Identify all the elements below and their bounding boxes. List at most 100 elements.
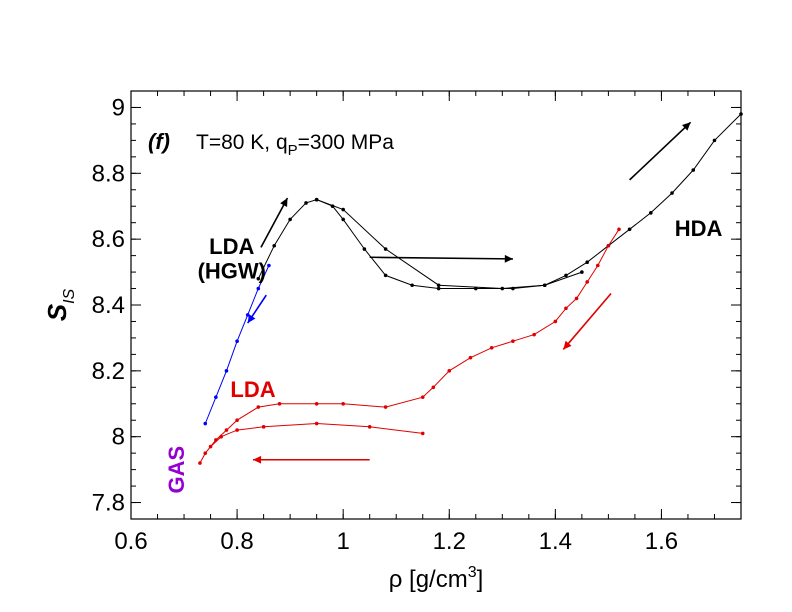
arrow-head xyxy=(682,122,691,131)
data-point xyxy=(606,243,611,248)
data-point xyxy=(224,369,229,373)
data-point xyxy=(436,283,441,288)
arrow-head xyxy=(253,455,262,464)
y-tick-label: 8.8 xyxy=(92,160,125,187)
data-point xyxy=(341,207,345,212)
annotation-label: LDA xyxy=(209,234,254,259)
arrow-head xyxy=(504,254,513,263)
annotation-label: LDA xyxy=(230,377,275,402)
data-point xyxy=(235,418,239,423)
data-point xyxy=(256,286,261,291)
arrow-head xyxy=(280,198,288,207)
data-point xyxy=(431,385,436,390)
x-tick-label: 1.2 xyxy=(433,528,466,555)
x-tick-label: 0.6 xyxy=(114,528,147,555)
y-tick-label: 8.2 xyxy=(92,358,125,385)
data-point xyxy=(362,247,367,251)
data-point xyxy=(203,421,208,426)
data-point xyxy=(261,425,266,429)
x-axis-label-end: ] xyxy=(477,566,484,593)
data-point xyxy=(203,451,208,455)
arrow-shaft xyxy=(369,256,513,260)
y-tick-label: 7.8 xyxy=(92,490,125,517)
data-point xyxy=(649,211,653,215)
data-point xyxy=(267,263,271,268)
arrow-head xyxy=(247,314,256,324)
data-point xyxy=(214,395,218,399)
data-point xyxy=(410,283,414,288)
data-point xyxy=(245,313,250,317)
data-point xyxy=(235,339,239,344)
arrow-shaft xyxy=(260,197,289,248)
data-point xyxy=(420,395,425,399)
data-point xyxy=(314,197,319,202)
data-point xyxy=(235,428,239,432)
data-point xyxy=(595,263,600,268)
data-point xyxy=(224,428,229,432)
y-axis-label: SIS xyxy=(42,288,78,321)
y-axis-label-subscript: IS xyxy=(61,288,78,303)
y-tick-label: 8.4 xyxy=(92,292,125,319)
data-point xyxy=(500,286,505,291)
data-point xyxy=(383,247,388,251)
x-tick-label: 1.6 xyxy=(645,528,678,555)
condition-prefix: T=80 K, q xyxy=(196,131,288,154)
data-point xyxy=(617,227,621,232)
plot-frame xyxy=(130,90,742,520)
condition-suffix: =300 MPa xyxy=(298,131,395,154)
annotation-label: (HGW) xyxy=(198,259,266,284)
data-point xyxy=(691,168,696,172)
data-point xyxy=(468,355,473,360)
arrow-shaft xyxy=(629,121,692,181)
x-tick-label: 0.8 xyxy=(220,528,253,555)
data-point xyxy=(739,112,743,116)
x-tick-label: 1.4 xyxy=(539,528,572,555)
data-point xyxy=(314,401,319,406)
data-point xyxy=(489,346,494,350)
data-point xyxy=(712,138,717,143)
data-point xyxy=(670,191,674,195)
data-point xyxy=(585,280,589,284)
y-tick-label: 9 xyxy=(112,94,125,121)
arrow-group xyxy=(247,121,692,464)
data-point xyxy=(585,260,589,265)
data-point xyxy=(420,431,425,436)
arrow-head xyxy=(563,340,572,350)
data-point xyxy=(383,273,388,278)
data-point xyxy=(447,369,452,373)
annotation-label: HDA xyxy=(675,216,723,241)
data-point xyxy=(383,405,388,409)
panel-label: (f) xyxy=(148,129,170,154)
data-point xyxy=(304,201,308,205)
condition-subscript: P xyxy=(288,142,298,159)
data-point xyxy=(314,421,319,426)
data-point xyxy=(341,401,345,406)
arrow-shaft xyxy=(562,292,612,350)
data-point xyxy=(272,243,277,248)
data-point xyxy=(564,306,568,311)
x-axis-label: ρ [g/cm3] xyxy=(389,564,484,593)
data-point xyxy=(542,283,547,288)
data-point xyxy=(532,332,536,337)
series-group xyxy=(198,112,743,465)
data-point xyxy=(219,434,223,439)
y-tick-label: 8.6 xyxy=(92,226,125,253)
data-point xyxy=(553,319,558,324)
data-point xyxy=(436,286,441,291)
data-point xyxy=(256,405,261,409)
data-point xyxy=(288,217,292,222)
data-point xyxy=(574,296,579,301)
data-point xyxy=(277,401,282,406)
data-point xyxy=(367,425,372,429)
direction-arrow xyxy=(369,254,513,263)
axis-ticks: 0.6 0.8 1 1.2 1.4 1.6 7.8 8 8.2 8.4 8.6 8.8 9 xyxy=(92,91,742,555)
data-point xyxy=(511,339,515,344)
series-line-decompression-lower xyxy=(210,422,423,447)
data-point xyxy=(564,273,568,278)
x-tick-label: 1 xyxy=(336,528,349,555)
direction-arrow xyxy=(253,455,370,464)
data-point xyxy=(627,227,632,232)
direction-arrow xyxy=(629,121,692,181)
